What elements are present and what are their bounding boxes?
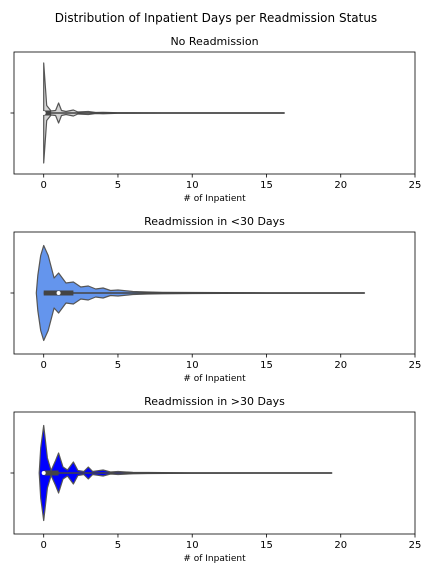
x-tick-label: 15: [260, 540, 273, 551]
x-tick-label: 10: [186, 540, 199, 551]
x-axis-label: # of Inpatient: [183, 554, 246, 564]
x-tick-label: 10: [186, 180, 199, 191]
x-tick-label: 0: [41, 180, 47, 191]
x-tick-label: 10: [186, 360, 199, 371]
x-tick-label: 0: [41, 360, 47, 371]
violin-panel-2: Readmission in <30 Days 0 5 10 15 20 25 # of In…: [10, 215, 422, 384]
x-tick-label: 25: [409, 360, 422, 371]
iqr-box: [43, 470, 59, 476]
x-tick-label: 15: [260, 180, 273, 191]
violin-panel-1: No Readmission 0 5 10 15 20 25 # of Inpatient: [10, 35, 422, 204]
panel-title: No Readmission: [170, 35, 258, 48]
median-point: [56, 291, 61, 295]
x-tick-label: 15: [260, 360, 273, 371]
panel-title: Readmission in >30 Days: [144, 395, 285, 408]
violin-panel-3: Readmission in >30 Days 0 5 10 15 20 25 # of In…: [10, 395, 422, 564]
x-axis-label: # of Inpatient: [183, 194, 246, 204]
x-tick-label: 0: [41, 540, 47, 551]
median-point: [41, 111, 46, 115]
panel-title: Readmission in <30 Days: [144, 215, 285, 228]
x-tick-label: 5: [115, 540, 121, 551]
x-tick-label: 25: [409, 180, 422, 191]
x-tick-label: 5: [115, 180, 121, 191]
x-tick-label: 20: [334, 180, 347, 191]
x-axis-label: # of Inpatient: [183, 374, 246, 384]
x-tick-label: 5: [115, 360, 121, 371]
median-point: [41, 471, 46, 475]
x-tick-label: 20: [334, 540, 347, 551]
x-tick-label: 25: [409, 540, 422, 551]
x-tick-label: 20: [334, 360, 347, 371]
figure-suptitle: Distribution of Inpatient Days per Readm…: [55, 11, 377, 25]
iqr-box: [43, 110, 52, 116]
